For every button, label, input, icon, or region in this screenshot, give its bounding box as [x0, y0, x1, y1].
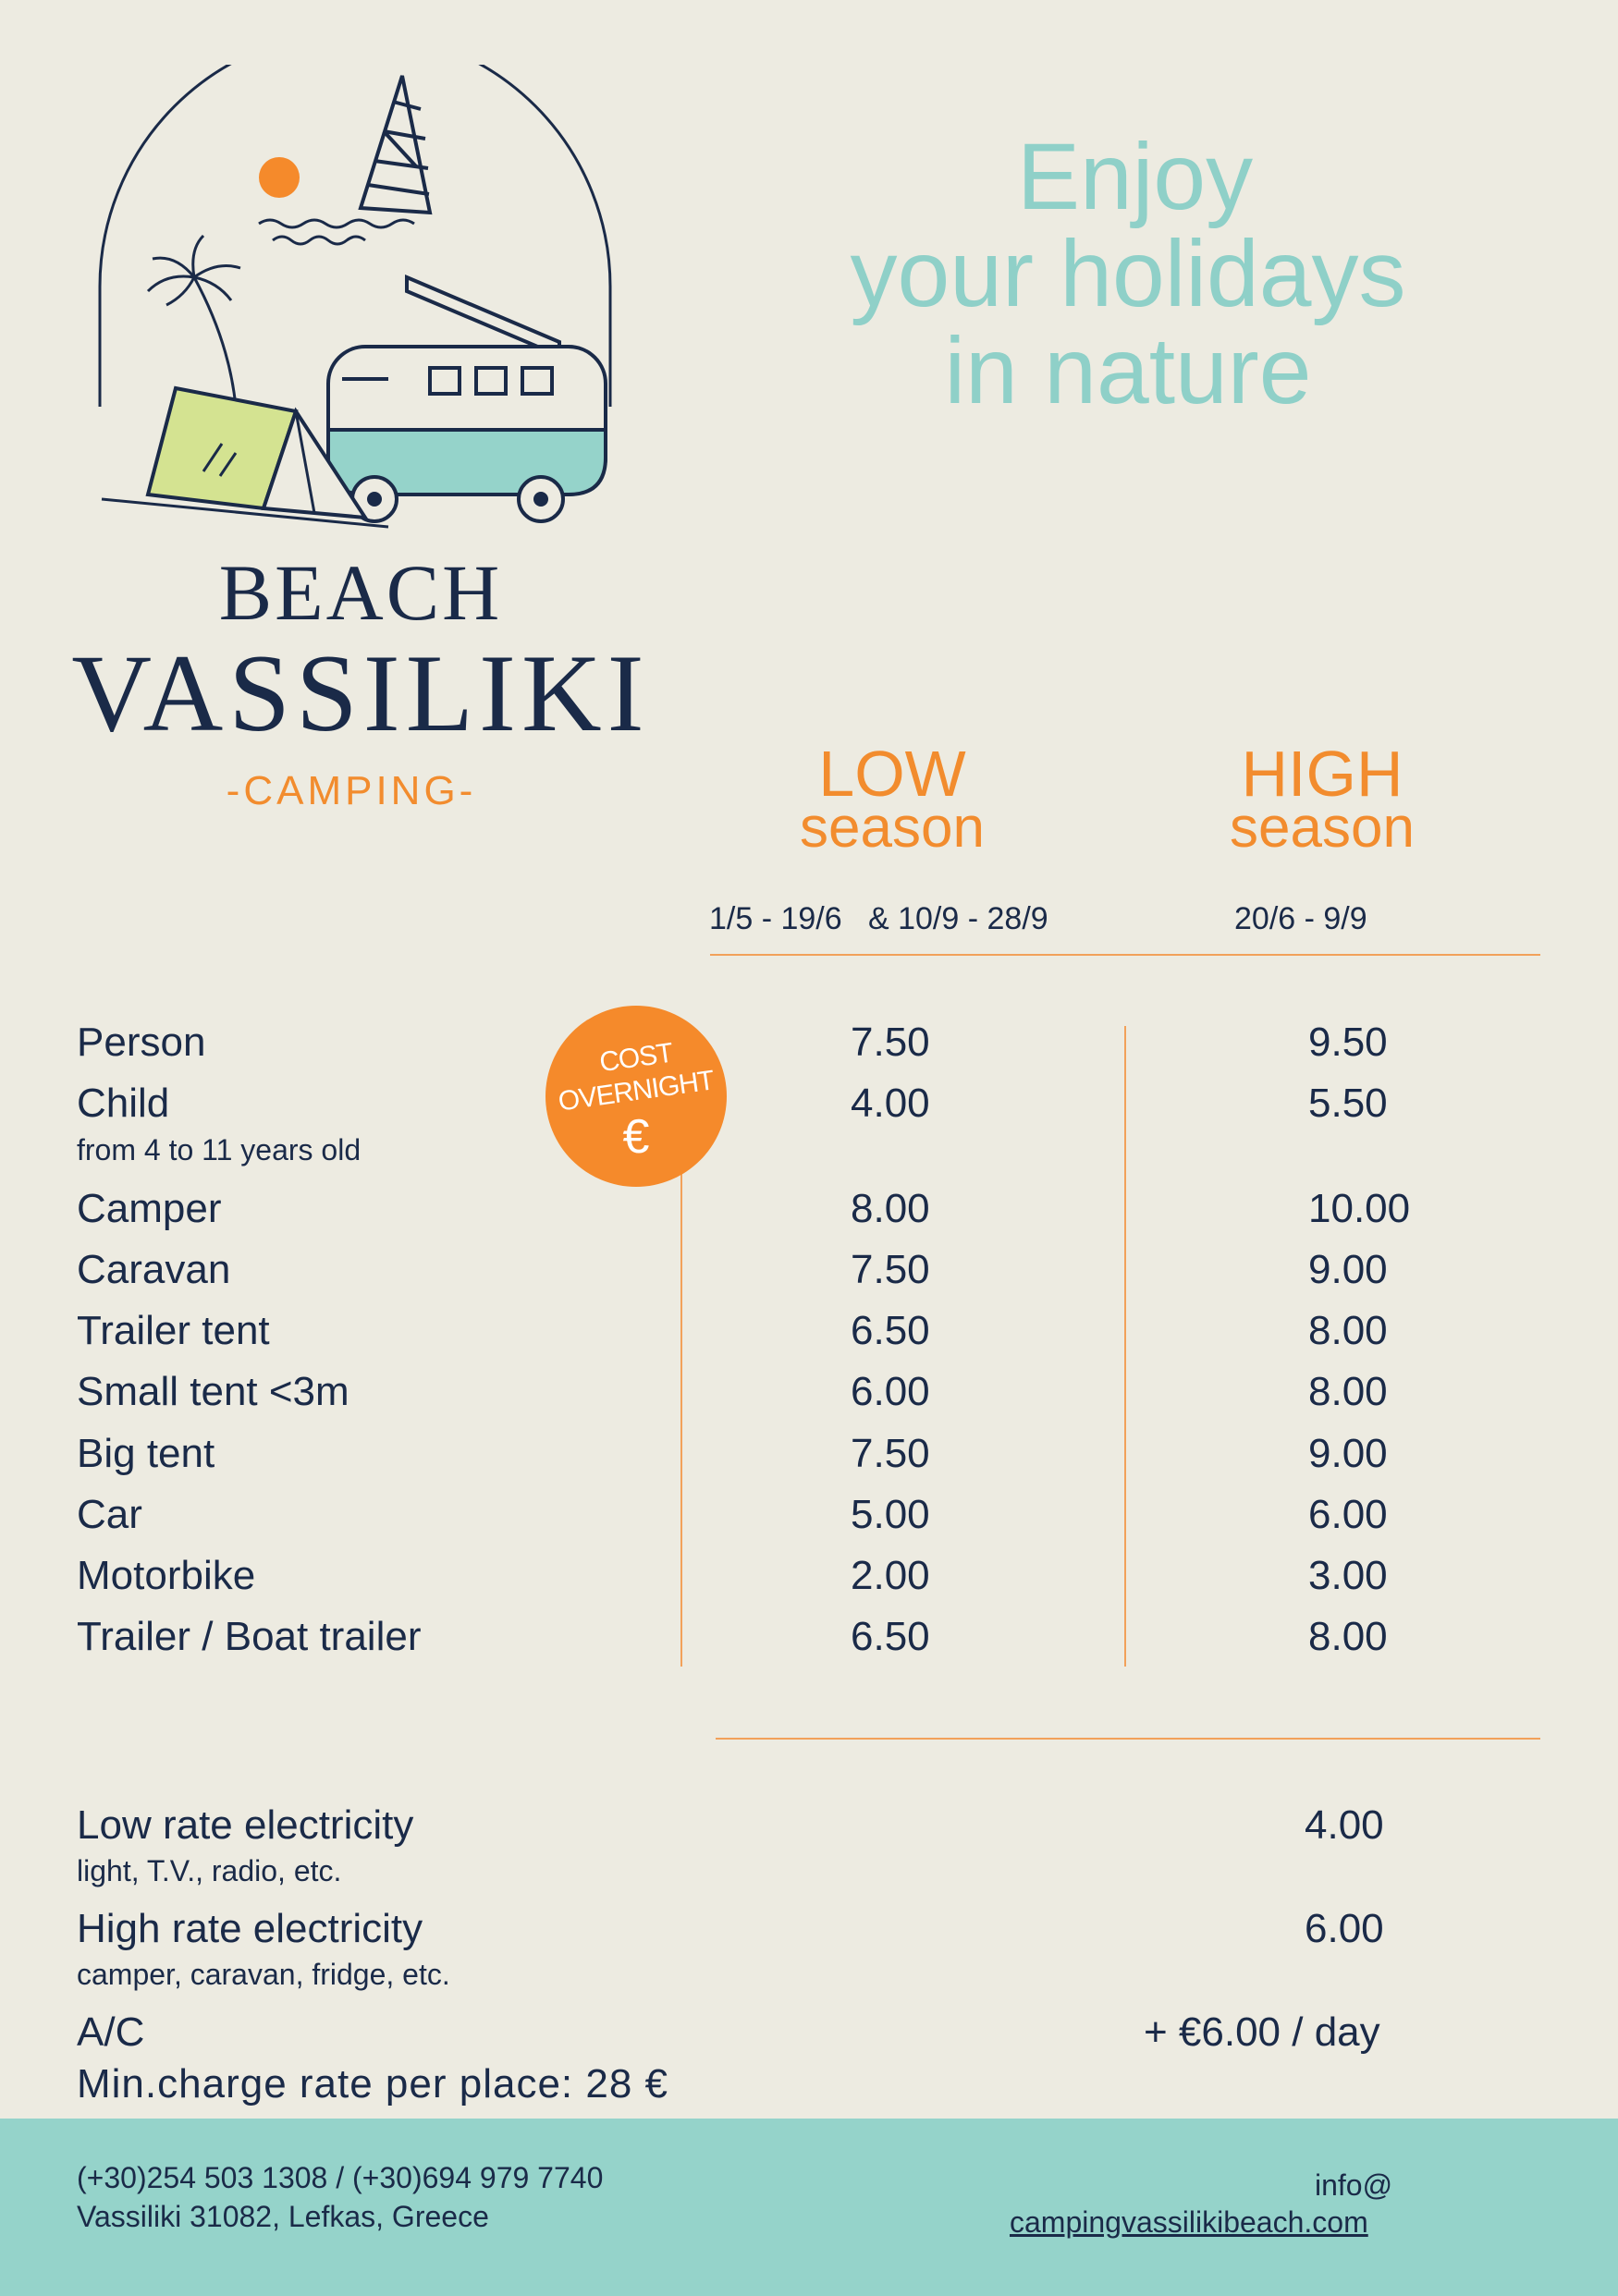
rate-high-trailer: 8.00 — [1308, 1614, 1388, 1659]
rate-high-car: 6.00 — [1308, 1492, 1388, 1537]
rate-low-big-tent: 7.50 — [851, 1431, 930, 1476]
label-column-divider — [680, 1174, 682, 1667]
rate-label-car: Car — [77, 1492, 142, 1537]
rate-high-big-tent: 9.00 — [1308, 1431, 1388, 1476]
brand-camping: -CAMPING- — [227, 768, 477, 813]
high-season-title: HIGH — [1241, 738, 1403, 810]
extra-label-ac: A/C — [77, 2009, 145, 2055]
rate-high-camper: 10.00 — [1308, 1186, 1411, 1231]
euro-icon: € — [622, 1110, 650, 1164]
extra-sublabel-low-electricity: light, T.V., radio, etc. — [77, 1854, 342, 1887]
rate-high-small-tent: 8.00 — [1308, 1369, 1388, 1414]
rate-low-trailer: 6.50 — [851, 1614, 930, 1659]
camper-van-icon — [326, 274, 607, 523]
brand-vassiliki: VASSILIKI — [71, 631, 649, 754]
extra-value-ac: + €6.00 / day — [1144, 2009, 1380, 2055]
rate-sublabel-child: from 4 to 11 years old — [77, 1133, 362, 1166]
cost-overnight-badge: COST OVERNIGHT € — [545, 1006, 727, 1187]
rate-label-caravan: Caravan — [77, 1247, 231, 1292]
tagline-line1: Enjoy — [1017, 124, 1254, 229]
season-column-divider — [1124, 1026, 1126, 1667]
rate-label-trailer: Trailer / Boat trailer — [77, 1614, 422, 1659]
footer-address: Vassiliki 31082, Lefkas, Greece — [77, 2200, 489, 2233]
rate-low-motorbike: 2.00 — [851, 1553, 930, 1598]
rate-label-motorbike: Motorbike — [77, 1553, 256, 1598]
extra-value-low-electricity: 4.00 — [1305, 1802, 1384, 1848]
rate-low-car: 5.00 — [851, 1492, 930, 1537]
rate-high-caravan: 9.00 — [1308, 1247, 1388, 1292]
windsurf-icon — [358, 75, 433, 215]
extra-sublabel-high-electricity: camper, caravan, fridge, etc. — [77, 1958, 450, 1991]
rate-low-person: 7.50 — [851, 1020, 930, 1065]
rate-label-trailer-tent: Trailer tent — [77, 1308, 270, 1353]
camping-logo: BEACH VASSILIKI -CAMPING- — [71, 65, 649, 813]
rate-high-motorbike: 3.00 — [1308, 1553, 1388, 1598]
palm-tree-icon — [146, 234, 241, 408]
rate-label-person: Person — [77, 1020, 206, 1065]
extras-divider — [716, 1738, 1540, 1740]
footer-email-link[interactable]: campingvassilikibeach.com — [1010, 2205, 1368, 2239]
tagline-line2: your holidays — [850, 221, 1406, 326]
extra-label-low-electricity: Low rate electricity — [77, 1802, 414, 1848]
footer-phones[interactable]: (+30)254 503 1308 / (+30)694 979 7740 — [77, 2161, 604, 2194]
high-season-subtitle: season — [1230, 796, 1415, 860]
rate-label-child: Child — [77, 1081, 170, 1126]
footer — [0, 2119, 1618, 2296]
rate-low-small-tent: 6.00 — [851, 1369, 930, 1414]
rate-label-small-tent: Small tent <3m — [77, 1369, 349, 1414]
min-charge: Min.charge rate per place: 28 € — [77, 2061, 669, 2107]
rate-label-camper: Camper — [77, 1186, 222, 1231]
rate-low-child: 4.00 — [851, 1081, 930, 1126]
rate-high-person: 9.50 — [1308, 1020, 1388, 1065]
tent-icon — [101, 385, 389, 529]
high-season-dates: 20/6 - 9/9 — [1234, 901, 1367, 936]
low-season-dates: 1/5 - 19/6 & 10/9 - 28/9 — [709, 901, 1048, 936]
brand-beach: BEACH — [219, 548, 502, 637]
rate-label-big-tent: Big tent — [77, 1431, 215, 1476]
low-season-title: LOW — [818, 738, 966, 810]
tagline-line3: in nature — [944, 318, 1312, 423]
rate-low-camper: 8.00 — [851, 1186, 930, 1231]
header-divider — [710, 954, 1540, 956]
extra-label-high-electricity: High rate electricity — [77, 1906, 423, 1951]
rate-low-trailer-tent: 6.50 — [851, 1308, 930, 1353]
sun-icon — [259, 157, 300, 198]
rate-high-child: 5.50 — [1308, 1081, 1388, 1126]
low-season-subtitle: season — [800, 796, 985, 860]
waves-icon — [258, 218, 415, 246]
rate-low-caravan: 7.50 — [851, 1247, 930, 1292]
rate-high-trailer-tent: 8.00 — [1308, 1308, 1388, 1353]
footer-email-line1[interactable]: info@ — [1315, 2168, 1393, 2202]
extra-value-high-electricity: 6.00 — [1305, 1906, 1384, 1951]
